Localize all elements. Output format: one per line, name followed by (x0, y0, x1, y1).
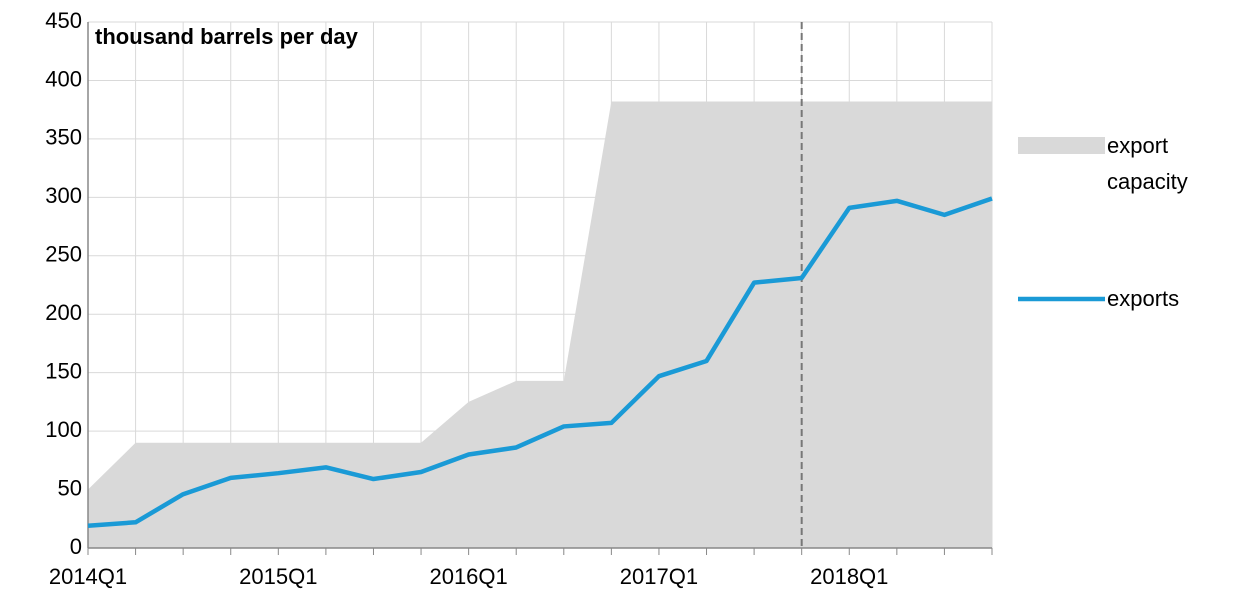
legend-label: export capacity (1107, 133, 1188, 194)
y-tick-label: 50 (58, 475, 82, 500)
legend-swatch (1018, 137, 1105, 154)
legend-label: exports (1107, 286, 1180, 311)
y-tick-label: 250 (45, 242, 82, 267)
y-tick-label: 150 (45, 358, 82, 383)
y-tick-label: 400 (45, 66, 82, 91)
area (88, 101, 992, 549)
chart-title: thousand barrels per day (95, 24, 359, 49)
y-tick-label: 100 (45, 417, 82, 442)
y-tick-label: 450 (45, 8, 82, 33)
x-tick-label: 2017Q1 (620, 564, 698, 589)
y-tick-label: 350 (45, 125, 82, 150)
x-tick-label: 2015Q1 (239, 564, 317, 589)
y-tick-label: 200 (45, 300, 82, 325)
y-tick-label: 0 (70, 534, 82, 559)
x-tick-label: 2014Q1 (49, 564, 127, 589)
x-tick-label: 2016Q1 (429, 564, 507, 589)
y-tick-label: 300 (45, 183, 82, 208)
line (87, 196, 993, 529)
x-tick-label: 2018Q1 (810, 564, 888, 589)
